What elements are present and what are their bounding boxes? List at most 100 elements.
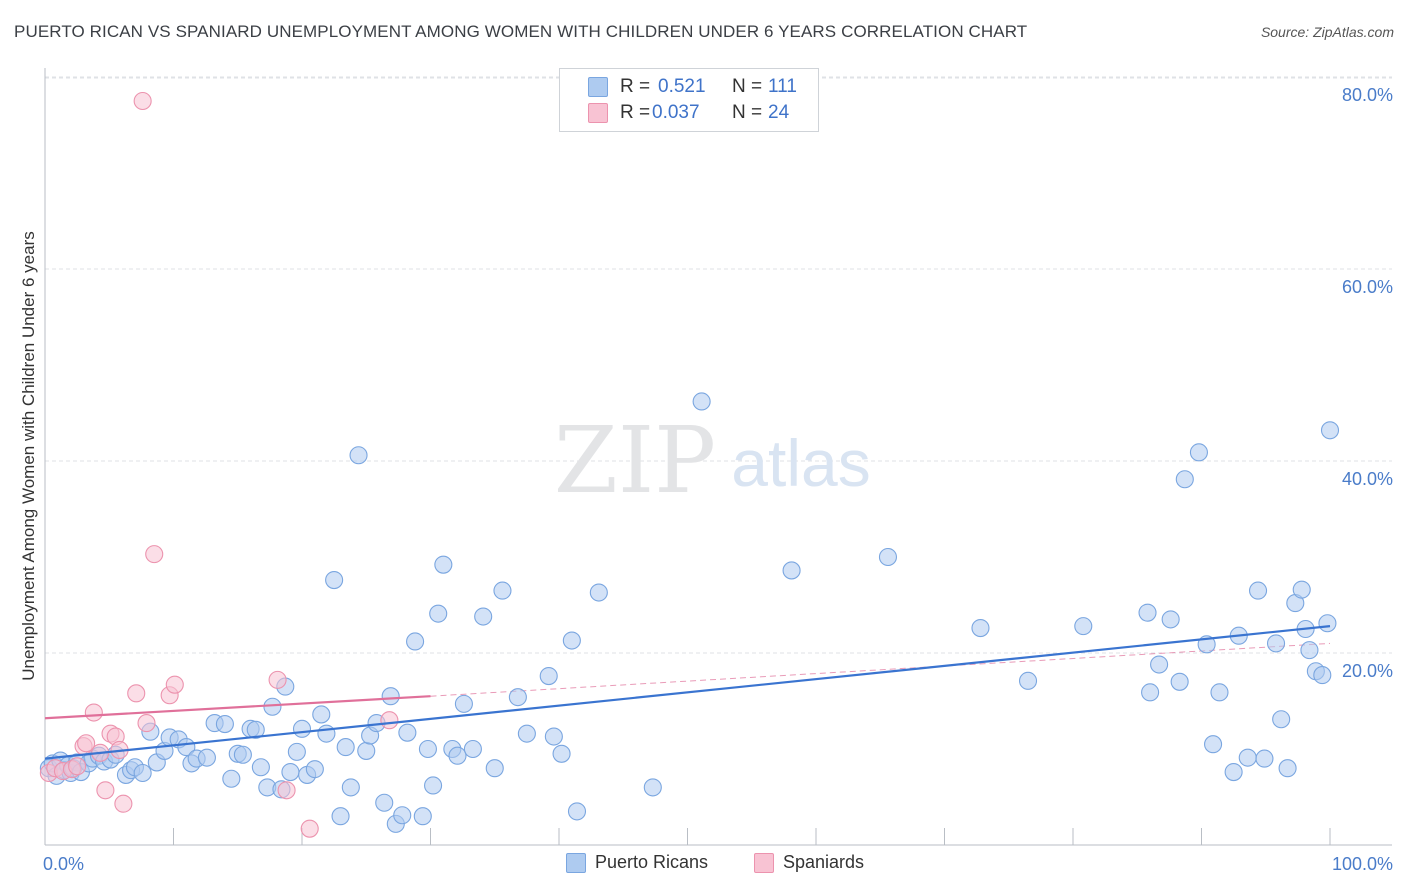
puerto-rican-point <box>539 666 558 686</box>
label-layer: 20.0% 40.0% 60.0% 80.0% 0.0% 100.0% Unemployme… <box>19 85 1393 874</box>
puerto-rican-point <box>643 778 662 797</box>
bottom-legend-swatch-spaniards <box>754 853 774 873</box>
puerto-rican-point <box>325 570 344 590</box>
puerto-rican-point <box>287 742 306 761</box>
puerto-rican-point <box>281 762 300 782</box>
puerto-rican-point <box>336 738 355 757</box>
puerto-rican-point <box>233 745 252 764</box>
puerto-rican-point <box>375 793 394 812</box>
puerto-rican-point <box>448 746 467 765</box>
puerto-rican-point <box>133 763 152 783</box>
puerto-rican-point <box>341 778 360 797</box>
spaniard-point <box>277 781 296 800</box>
puerto-rican-point <box>406 632 425 651</box>
spaniard-point <box>114 794 133 813</box>
puerto-rican-point <box>1138 603 1157 622</box>
puerto-rican-point <box>1318 614 1337 633</box>
puerto-rican-point <box>349 446 368 465</box>
legend-n-label: N = <box>732 76 763 97</box>
puerto-rican-point <box>1170 672 1189 691</box>
puerto-rican-point <box>292 719 312 738</box>
puerto-rican-point <box>357 741 376 760</box>
watermark-atlas: atlas <box>731 426 870 500</box>
puerto-rican-point <box>1248 581 1268 600</box>
puerto-rican-point <box>1278 759 1297 778</box>
spaniard-point <box>68 757 87 776</box>
puerto-rican-point <box>1074 617 1093 636</box>
puerto-rican-point <box>1266 634 1286 653</box>
trend-layer <box>430 642 1331 697</box>
puerto-rican-point <box>1189 443 1208 462</box>
puerto-rican-point <box>305 760 324 779</box>
puerto-rican-point <box>562 631 581 650</box>
legend-n-label: N = <box>732 102 763 123</box>
puerto-rican-point <box>424 776 443 795</box>
puerto-rican-point <box>517 724 536 743</box>
legend-r-value: 0.521 <box>658 76 706 97</box>
puerto-rican-point <box>413 807 432 826</box>
puerto-rican-point <box>1018 671 1038 690</box>
puerto-rican-point <box>222 769 241 788</box>
y-tick-label: 20.0% <box>1342 661 1393 681</box>
spaniard-trend-line <box>44 695 431 720</box>
bottom-legend-label: Spaniards <box>783 852 865 872</box>
puerto-rican-point <box>1238 748 1257 767</box>
puerto-rican-point <box>1320 421 1340 440</box>
correlation-legend: R = 0.521 N = 111 R = 0.037 N = 24 <box>559 68 819 132</box>
puerto-rican-point <box>381 687 400 706</box>
puerto-rican-point <box>463 739 482 759</box>
puerto-rican-point <box>331 807 350 826</box>
spaniard-point <box>300 819 319 838</box>
spaniard-point <box>96 781 115 800</box>
puerto-rican-point <box>567 802 587 821</box>
puerto-rican-point <box>544 727 563 746</box>
puerto-rican-point <box>485 759 504 778</box>
puerto-rican-point <box>1272 710 1291 729</box>
puerto-rican-point <box>1292 580 1311 599</box>
legend-swatch-spaniards <box>588 103 608 123</box>
puerto-rican-point <box>1204 735 1223 754</box>
puerto-rican-point <box>317 724 336 743</box>
legend-n-value: 111 <box>768 76 797 97</box>
spaniard-trend-extension <box>430 642 1331 697</box>
puerto-rican-point <box>312 705 331 724</box>
y-axis-label: Unemployment Among Women with Children U… <box>19 231 38 680</box>
x-tick-label: 100.0% <box>1332 854 1393 874</box>
y-tick-label: 40.0% <box>1342 469 1393 489</box>
chart-title: PUERTO RICAN VS SPANIARD UNEMPLOYMENT AM… <box>14 22 1028 41</box>
spaniard-point <box>268 670 287 689</box>
puerto-rican-point <box>197 748 216 767</box>
puerto-rican-point <box>454 694 473 713</box>
puerto-rican-point <box>1161 610 1180 629</box>
puerto-rican-point <box>971 618 990 638</box>
puerto-rican-point <box>1175 470 1194 489</box>
y-tick-label: 80.0% <box>1342 85 1393 105</box>
spaniard-point <box>133 91 152 111</box>
spaniard-point <box>145 545 164 564</box>
bottom-legend-label: Puerto Ricans <box>595 852 709 872</box>
puerto-rican-point <box>1255 749 1274 768</box>
spaniard-point <box>380 711 399 730</box>
y-tick-label: 60.0% <box>1342 277 1393 297</box>
puerto-rican-point <box>215 714 234 734</box>
puerto-rican-point <box>1210 683 1229 702</box>
puerto-rican-point <box>878 547 898 567</box>
spaniard-point <box>137 714 156 733</box>
puerto-rican-point <box>1313 666 1332 685</box>
puerto-rican-point <box>429 604 448 623</box>
points-layer <box>39 91 1340 838</box>
puerto-rican-point <box>246 720 265 739</box>
puerto-rican-point <box>589 583 608 602</box>
puerto-rican-point <box>1300 641 1319 660</box>
puerto-rican-point <box>1150 655 1169 674</box>
puerto-rican-point <box>474 607 493 626</box>
puerto-rican-point <box>1224 762 1243 782</box>
spaniard-point <box>77 734 96 753</box>
puerto-rican-point <box>782 561 801 580</box>
grid-layer <box>45 76 1392 654</box>
legend-r-label: R = <box>620 102 651 123</box>
puerto-rican-point <box>398 723 417 742</box>
spaniard-point <box>84 703 103 722</box>
puerto-rican-point <box>508 688 527 707</box>
